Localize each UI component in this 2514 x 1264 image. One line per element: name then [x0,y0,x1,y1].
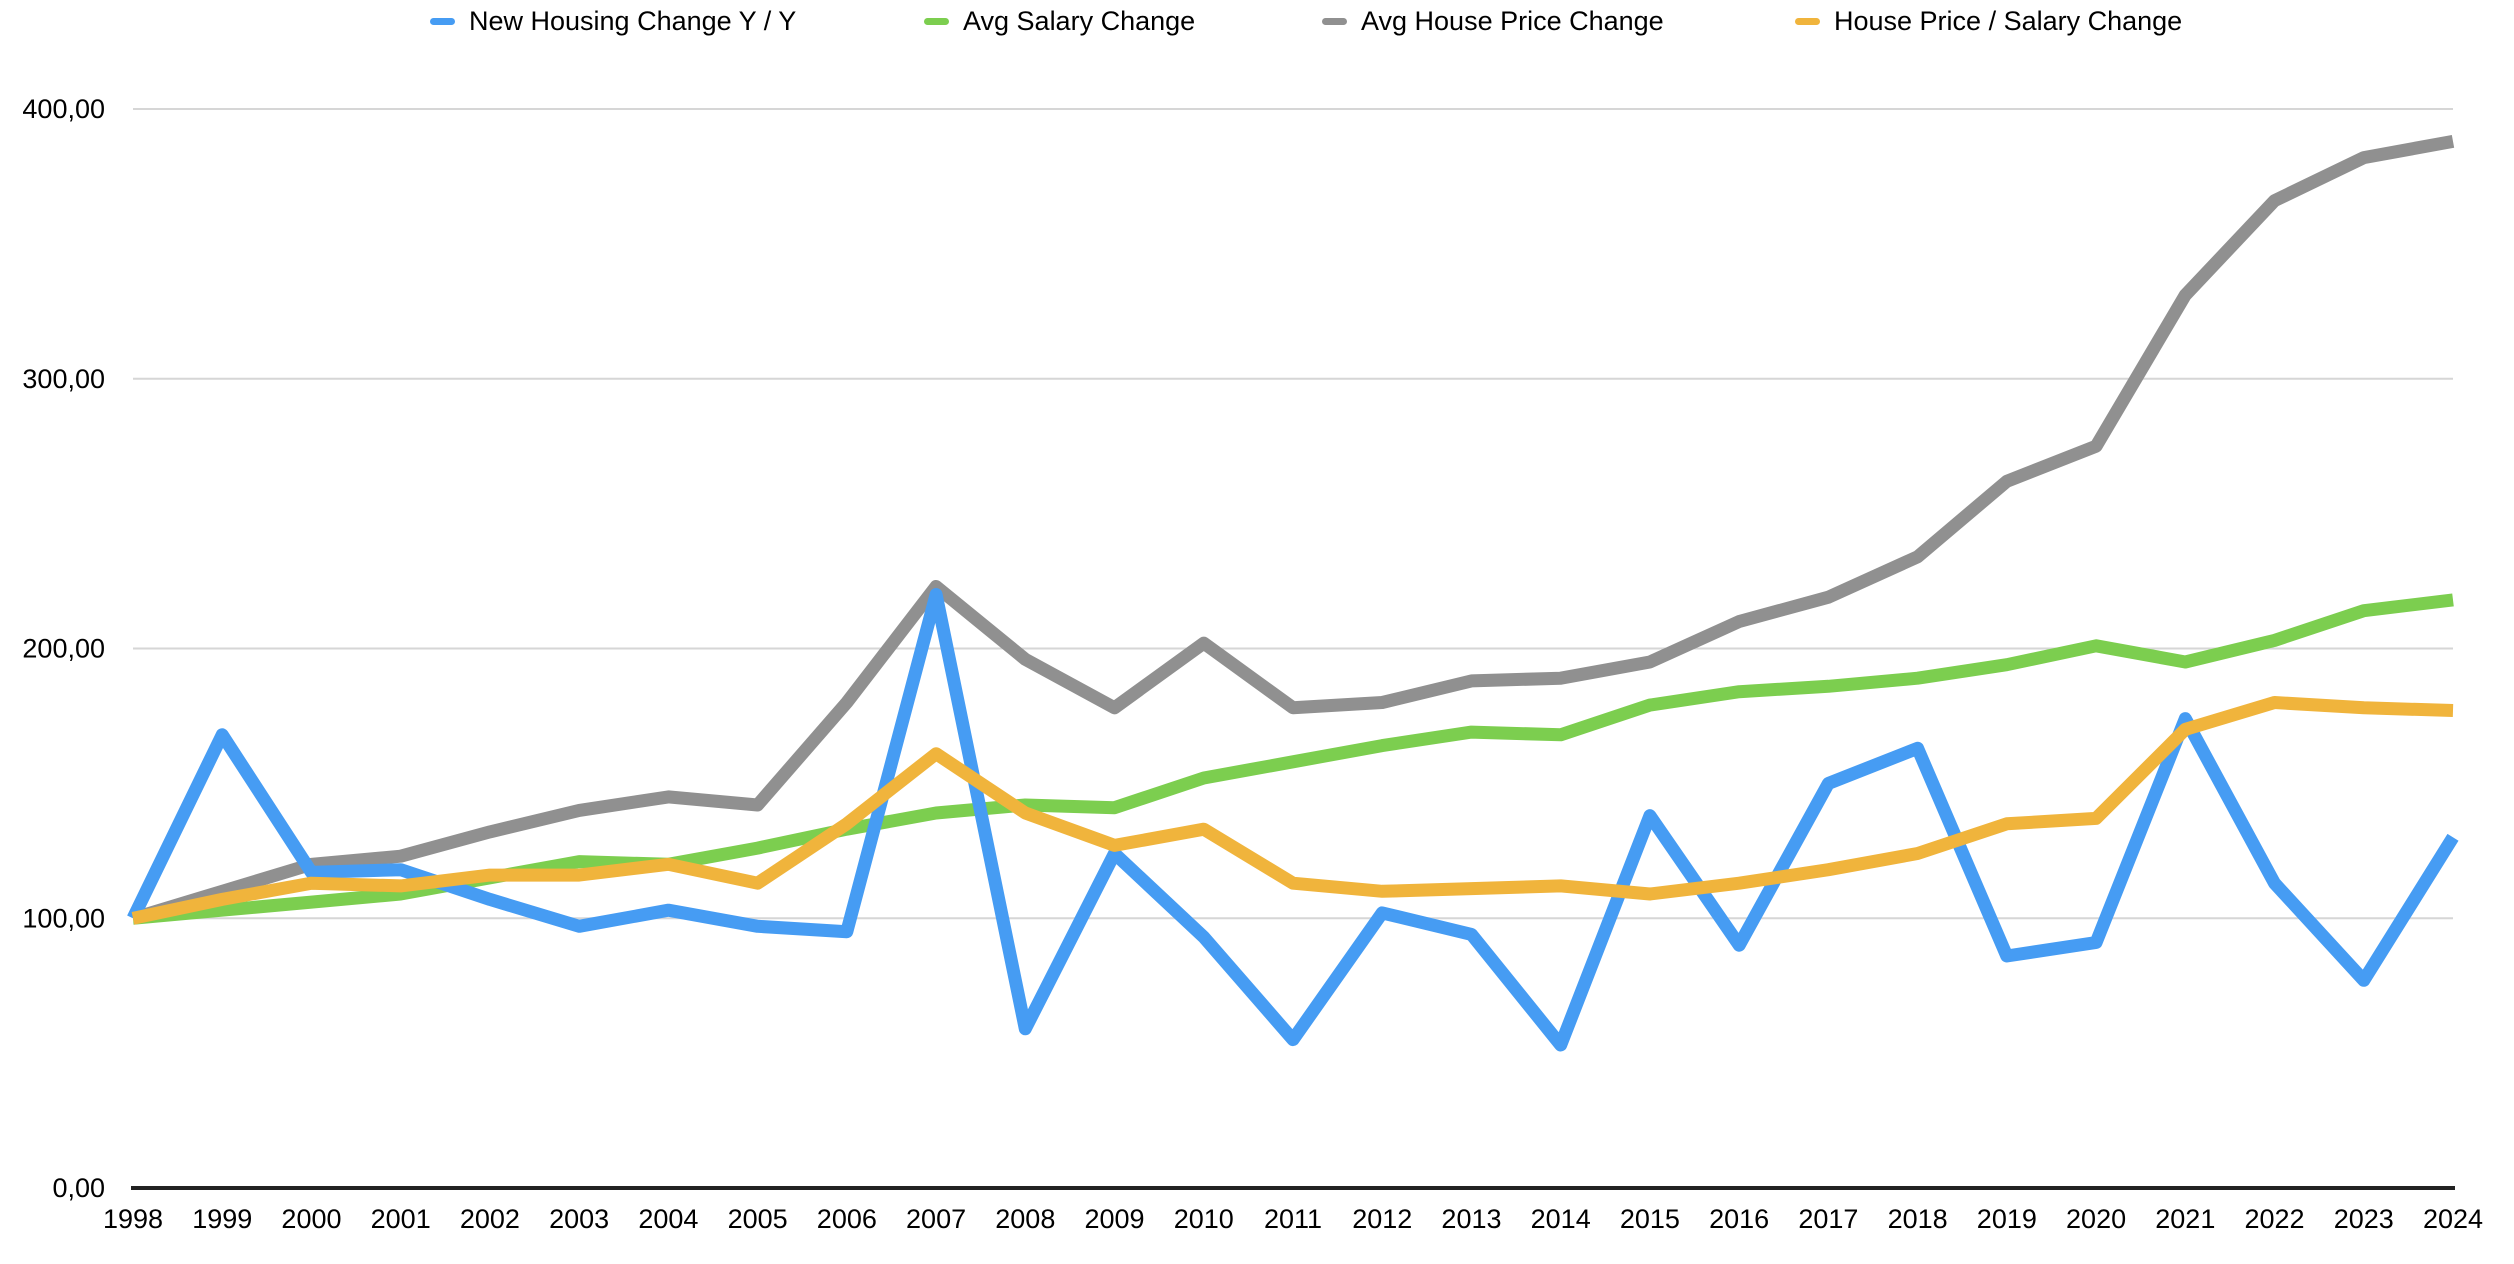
legend-dash-new-housing-icon [430,17,455,25]
x-tick-label: 2005 [728,1204,788,1234]
legend-item-hp-salary: House Price / Salary Change [1795,6,2182,36]
x-axis-labels: 1998 1999 2000 2001 2002 2003 2004 2005 2006 2007… [103,1204,2483,1234]
y-tick-label: 100,00 [22,903,105,933]
legend-dash-avg-house-price-icon [1322,17,1347,25]
series-line-3 [131,696,2454,925]
y-tick-label: 400,00 [22,94,105,124]
x-tick-label: 2013 [1441,1204,1501,1234]
x-tick-label: 2008 [995,1204,1055,1234]
x-tick-label: 2006 [817,1204,877,1234]
x-tick-label: 2009 [1084,1204,1144,1234]
legend-item-avg-salary: Avg Salary Change [924,6,1195,36]
series-line-0 [127,588,2459,1052]
x-tick-label: 2015 [1620,1204,1680,1234]
x-tick-label: 2020 [2066,1204,2126,1234]
series-line-2 [131,135,2455,925]
legend-item-new-housing: New Housing Change Y / Y [430,6,796,36]
x-tick-label: 2003 [549,1204,609,1234]
chart-legend: New Housing Change Y / Y Avg Salary Chan… [0,0,2514,44]
x-tick-label: 1999 [192,1204,252,1234]
x-tick-label: 2007 [906,1204,966,1234]
x-tick-label: 2016 [1709,1204,1769,1234]
x-tick-label: 2000 [281,1204,341,1234]
x-tick-label: 2001 [371,1204,431,1234]
x-tick-label: 2017 [1798,1204,1858,1234]
x-tick-label: 2004 [638,1204,698,1234]
legend-label-avg-house-price: Avg House Price Change [1361,6,1664,36]
x-tick-label: 2023 [2334,1204,2394,1234]
x-tick-label: 2014 [1531,1204,1591,1234]
legend-label-hp-salary: House Price / Salary Change [1834,6,2183,36]
legend-label-new-housing: New Housing Change Y / Y [469,6,797,36]
y-axis-labels: 400,00 300,00 200,00 100,00 0,00 [22,94,105,1203]
legend-dash-hp-salary-icon [1795,17,1820,25]
x-tick-label: 2019 [1977,1204,2037,1234]
x-tick-label: 2024 [2423,1204,2483,1234]
x-tick-label: 2010 [1174,1204,1234,1234]
x-tick-label: 2011 [1264,1204,1322,1234]
gridlines [133,108,2453,920]
x-tick-label: 2012 [1352,1204,1412,1234]
x-tick-label: 1998 [103,1204,163,1234]
y-tick-label: 300,00 [22,364,105,394]
x-tick-label: 2002 [460,1204,520,1234]
x-tick-label: 2021 [2155,1204,2215,1234]
legend-label-avg-salary: Avg Salary Change [963,6,1196,36]
y-tick-label: 0,00 [52,1173,105,1203]
legend-dash-avg-salary-icon [924,17,949,25]
series-lines [127,135,2459,1052]
y-tick-label: 200,00 [22,634,105,664]
legend-item-avg-house-price: Avg House Price Change [1322,6,1664,36]
x-tick-label: 2018 [1888,1204,1948,1234]
x-tick-label: 2022 [2244,1204,2304,1234]
